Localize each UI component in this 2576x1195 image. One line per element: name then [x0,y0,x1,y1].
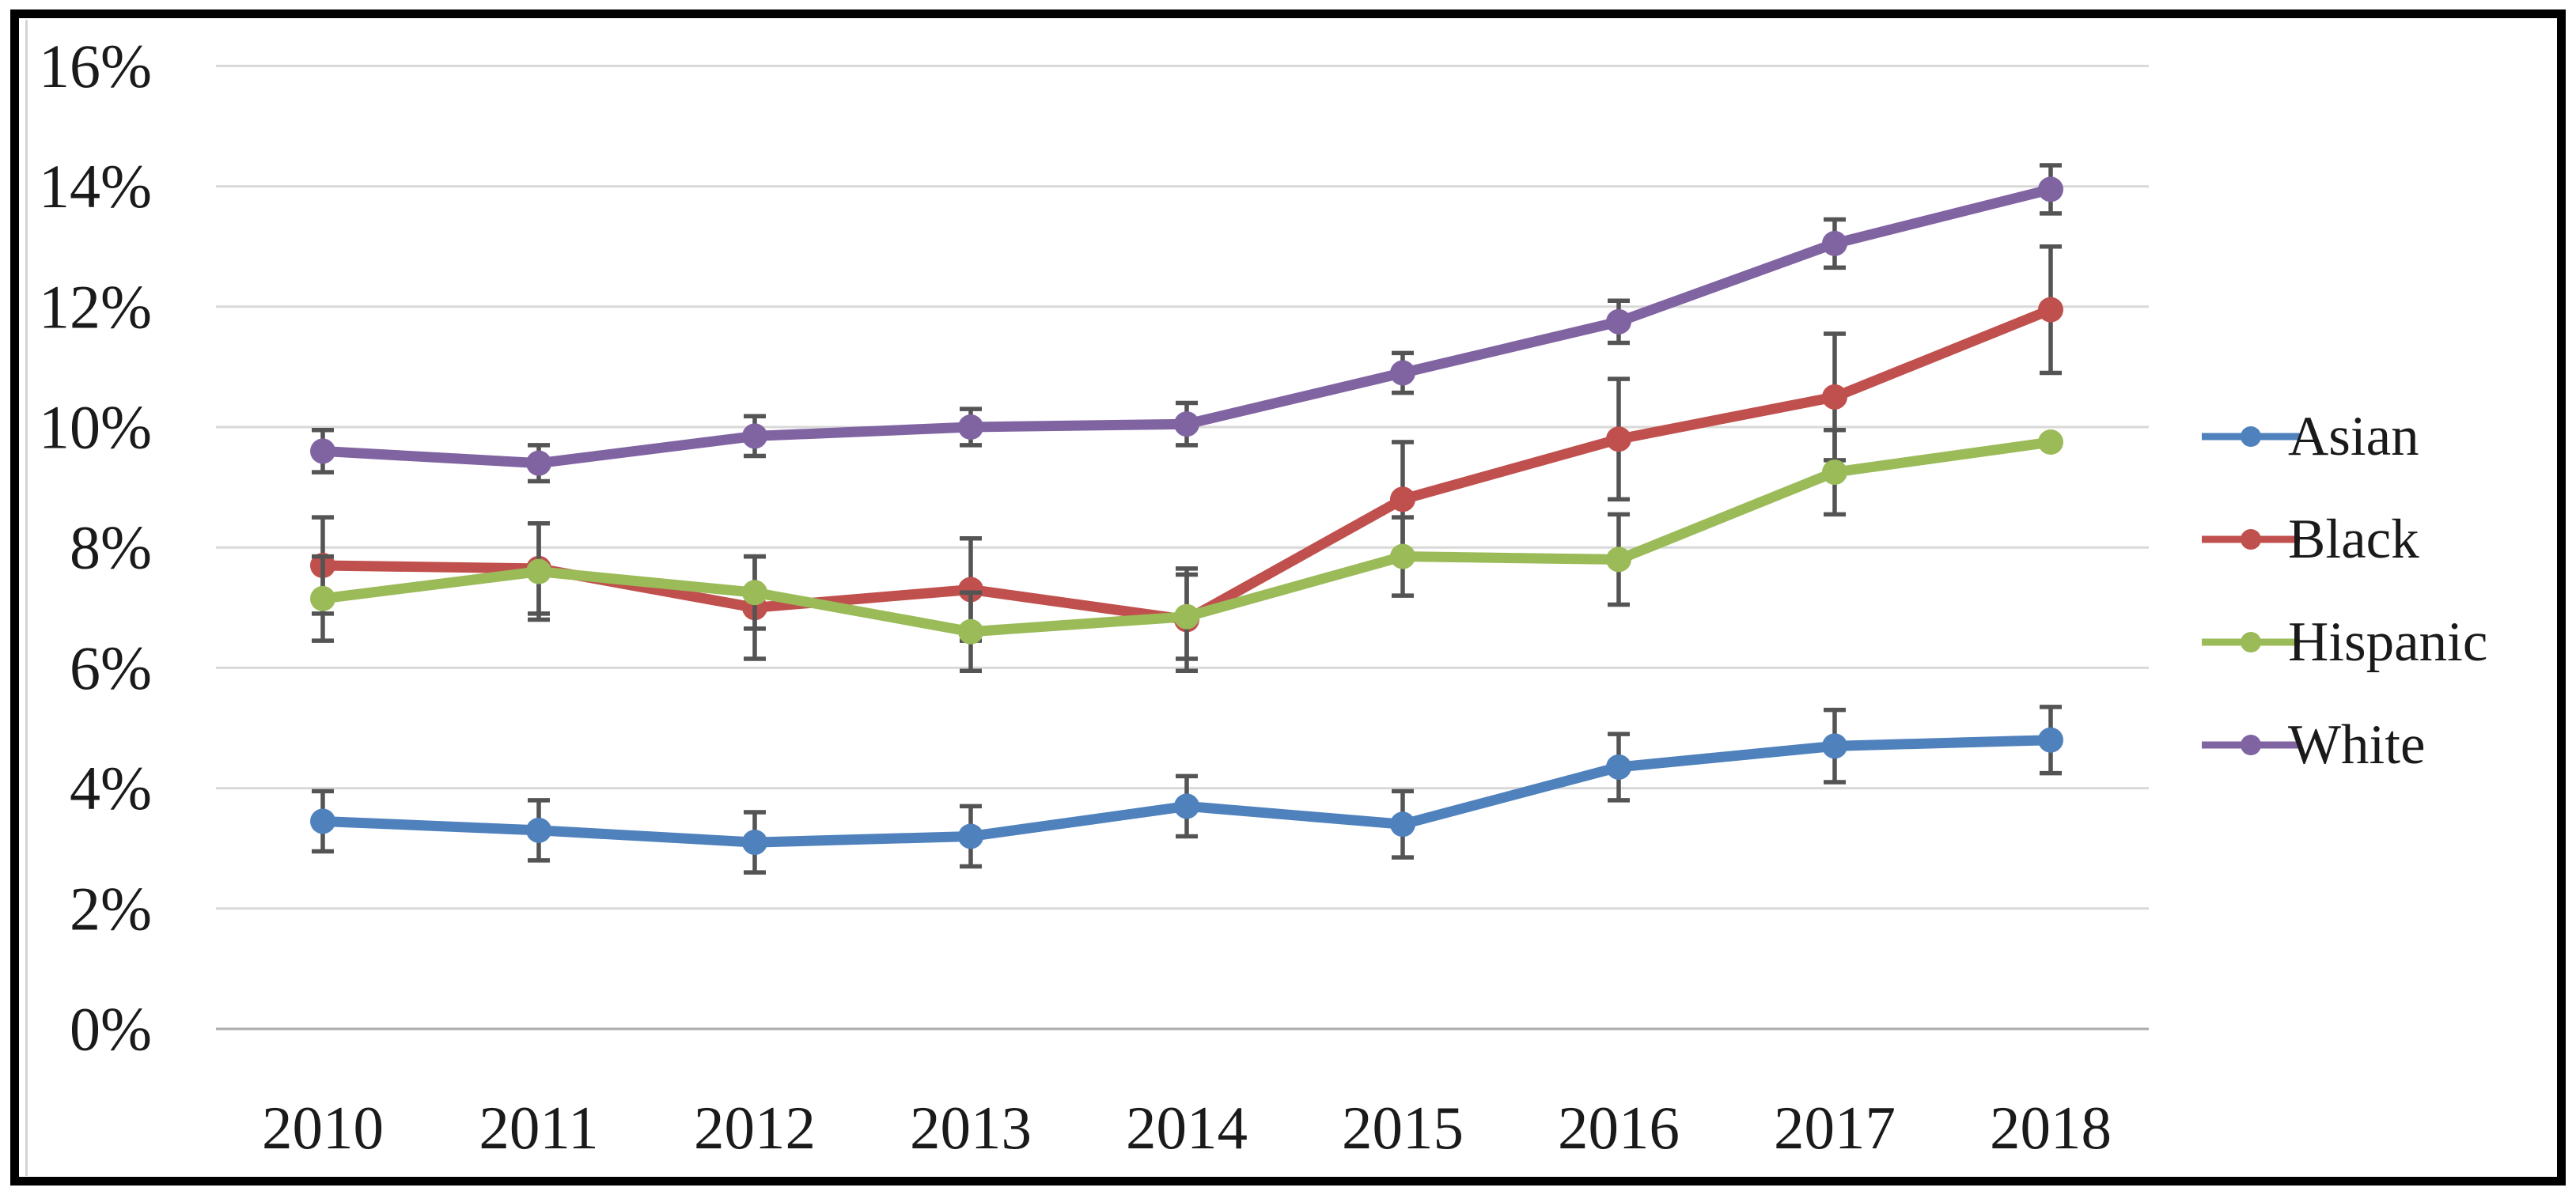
marker-white-2015 [1390,360,1415,386]
legend-label-asian: Asian [2288,406,2419,467]
x-tick-label-2010: 2010 [262,1094,384,1162]
marker-hispanic-2018 [2038,429,2063,456]
marker-hispanic-2015 [1390,543,1415,569]
marker-black-2016 [1606,426,1631,452]
marker-black-2013 [958,577,983,603]
marker-hispanic-2012 [742,580,767,606]
marker-white-2018 [2038,176,2063,202]
marker-asian-2018 [2038,727,2063,753]
x-tick-label-2014: 2014 [1126,1094,1248,1162]
marker-white-2011 [526,450,551,476]
marker-asian-2012 [742,830,767,856]
y-tick-label-10pct: 10% [39,393,152,462]
y-tick-label-14pct: 14% [39,152,152,221]
marker-hispanic-2014 [1174,603,1199,630]
legend-marker-asian [2241,426,2261,447]
marker-asian-2016 [1606,754,1631,780]
marker-white-2017 [1822,230,1847,256]
y-tick-label-6pct: 6% [70,633,152,702]
marker-white-2014 [1174,411,1199,437]
x-tick-label-2012: 2012 [694,1094,816,1162]
marker-hispanic-2017 [1822,459,1847,486]
x-tick-label-2016: 2016 [1558,1094,1680,1162]
marker-white-2016 [1606,308,1631,335]
marker-black-2017 [1822,384,1847,410]
marker-white-2012 [742,423,767,449]
x-tick-label-2015: 2015 [1342,1094,1464,1162]
legend-marker-black [2241,529,2261,550]
y-tick-label-4pct: 4% [70,754,152,823]
marker-asian-2014 [1174,793,1199,819]
marker-asian-2017 [1822,733,1847,759]
y-tick-label-0pct: 0% [70,995,152,1064]
marker-asian-2013 [958,823,983,849]
y-tick-label-12pct: 12% [39,272,152,341]
legend-label-black: Black [2288,509,2419,570]
legend-label-hispanic: Hispanic [2288,611,2487,673]
marker-hispanic-2011 [526,558,551,584]
figure-left-edge-line [25,20,28,1176]
legend-label-white: White [2288,714,2425,776]
marker-black-2015 [1390,486,1415,512]
x-tick-label-2011: 2011 [479,1094,598,1162]
marker-white-2013 [958,414,983,440]
x-tick-label-2013: 2013 [910,1094,1032,1162]
marker-white-2010 [310,438,335,464]
y-tick-label-16pct: 16% [39,32,152,100]
y-tick-label-8pct: 8% [70,513,152,582]
marker-asian-2010 [310,808,335,834]
y-tick-label-2pct: 2% [70,874,152,943]
marker-hispanic-2013 [958,618,983,645]
marker-asian-2011 [526,817,551,843]
marker-black-2018 [2038,297,2063,323]
marker-hispanic-2010 [310,585,335,611]
marker-hispanic-2016 [1606,546,1631,573]
legend-marker-white [2241,735,2261,755]
x-tick-label-2017: 2017 [1774,1094,1896,1162]
x-tick-label-2018: 2018 [1990,1094,2112,1162]
marker-asian-2015 [1390,811,1415,838]
legend-marker-hispanic [2241,632,2261,652]
